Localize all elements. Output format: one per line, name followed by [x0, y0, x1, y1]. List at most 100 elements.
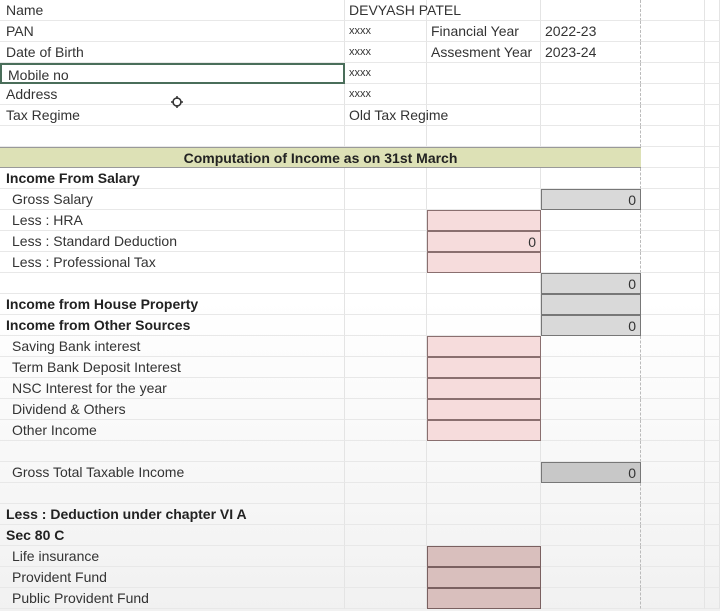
cell[interactable]	[641, 357, 705, 378]
cell[interactable]	[641, 147, 705, 168]
cell[interactable]	[641, 504, 705, 525]
input-cell[interactable]	[427, 546, 541, 567]
cell[interactable]	[427, 294, 541, 315]
cell-d-0[interactable]: 0	[541, 189, 641, 210]
cell-b-xxxx[interactable]: xxxx	[345, 21, 427, 42]
cell[interactable]	[427, 315, 541, 336]
cell[interactable]	[427, 168, 541, 189]
cell[interactable]	[0, 273, 345, 294]
cell-b-devyash-patel[interactable]: DEVYASH PATEL	[345, 0, 461, 21]
cell[interactable]	[541, 84, 641, 105]
cell[interactable]	[705, 252, 720, 273]
cell-a-dividend-others[interactable]: Dividend & Others	[0, 399, 345, 420]
cell[interactable]	[705, 21, 720, 42]
cell-b-xxxx[interactable]: xxxx	[345, 84, 427, 105]
cell[interactable]	[641, 273, 705, 294]
cell[interactable]	[641, 63, 705, 84]
cell[interactable]	[641, 378, 705, 399]
cell[interactable]	[705, 483, 720, 504]
input-cell[interactable]	[427, 378, 541, 399]
cell-d-2023-24[interactable]: 2023-24	[541, 42, 641, 63]
cell[interactable]	[705, 378, 720, 399]
cell[interactable]	[541, 231, 641, 252]
cell-d-0[interactable]: 0	[541, 315, 641, 336]
cell[interactable]	[641, 84, 705, 105]
cell[interactable]	[705, 525, 720, 546]
cell[interactable]	[641, 252, 705, 273]
cell[interactable]	[705, 126, 720, 147]
cell-a-term-bank-deposit-interest[interactable]: Term Bank Deposit Interest	[0, 357, 345, 378]
cell[interactable]	[541, 126, 641, 147]
input-cell[interactable]	[427, 588, 541, 609]
cell[interactable]	[641, 231, 705, 252]
cell[interactable]	[427, 63, 541, 84]
cell-d-0[interactable]: 0	[541, 273, 641, 294]
cell[interactable]	[427, 441, 541, 462]
cell[interactable]	[705, 294, 720, 315]
cell[interactable]	[541, 210, 641, 231]
cell-c-financial-year[interactable]: Financial Year	[427, 21, 541, 42]
section-banner[interactable]: Computation of Income as on 31st March	[0, 147, 641, 168]
cell-a-less-hra[interactable]: Less : HRA	[0, 210, 345, 231]
cell[interactable]	[641, 546, 705, 567]
cell-b-old-tax-regime[interactable]: Old Tax Regime	[345, 105, 448, 126]
cell-a-other-income[interactable]: Other Income	[0, 420, 345, 441]
cell[interactable]	[705, 399, 720, 420]
cell[interactable]	[705, 462, 720, 483]
cell[interactable]	[641, 567, 705, 588]
cell[interactable]	[345, 210, 427, 231]
cell[interactable]	[541, 504, 641, 525]
cell[interactable]	[345, 168, 427, 189]
cell-a-gross-salary[interactable]: Gross Salary	[0, 189, 345, 210]
cell[interactable]	[641, 399, 705, 420]
cell[interactable]	[345, 252, 427, 273]
cell[interactable]	[345, 504, 427, 525]
cell[interactable]	[641, 588, 705, 609]
cell[interactable]	[427, 189, 541, 210]
cell-a-provident-fund[interactable]: Provident Fund	[0, 567, 345, 588]
cell[interactable]	[345, 420, 427, 441]
cell[interactable]	[705, 273, 720, 294]
cell[interactable]	[705, 336, 720, 357]
cell-b-xxxx[interactable]: xxxx	[345, 63, 427, 84]
cell[interactable]	[345, 399, 427, 420]
cell[interactable]	[705, 546, 720, 567]
cell[interactable]	[705, 189, 720, 210]
cell[interactable]	[427, 273, 541, 294]
cell[interactable]	[345, 462, 427, 483]
cell-a-saving-bank-interest[interactable]: Saving Bank interest	[0, 336, 345, 357]
cell-a-less-professional-tax[interactable]: Less : Professional Tax	[0, 252, 345, 273]
cell[interactable]	[427, 105, 541, 126]
input-cell[interactable]	[427, 420, 541, 441]
cell[interactable]	[541, 567, 641, 588]
cell[interactable]	[705, 168, 720, 189]
cell[interactable]	[541, 0, 641, 21]
cell[interactable]	[705, 357, 720, 378]
cell-d-0[interactable]: 0	[541, 462, 641, 483]
cell[interactable]	[345, 336, 427, 357]
cell[interactable]	[641, 525, 705, 546]
cell[interactable]	[541, 483, 641, 504]
cell[interactable]	[705, 0, 720, 21]
cell[interactable]	[427, 504, 541, 525]
cell[interactable]	[541, 105, 641, 126]
cell[interactable]	[427, 84, 541, 105]
cell[interactable]	[705, 147, 720, 168]
cell-a-less-deduction-under-chapter-vi-a[interactable]: Less : Deduction under chapter VI A	[0, 504, 345, 525]
cell-d-2022-23[interactable]: 2022-23	[541, 21, 641, 42]
cell[interactable]	[427, 0, 541, 21]
input-cell[interactable]	[541, 294, 641, 315]
cell-a-name[interactable]: Name	[0, 0, 345, 21]
cell[interactable]	[641, 189, 705, 210]
cell[interactable]	[345, 567, 427, 588]
cell[interactable]	[541, 546, 641, 567]
cell[interactable]	[705, 588, 720, 609]
cell-c-assesment-year[interactable]: Assesment Year	[427, 42, 541, 63]
cell[interactable]	[427, 525, 541, 546]
cell[interactable]	[705, 210, 720, 231]
cell[interactable]	[641, 315, 705, 336]
cell-a-nsc-interest-for-the-year[interactable]: NSC Interest for the year	[0, 378, 345, 399]
cell[interactable]	[345, 273, 427, 294]
cell[interactable]	[345, 378, 427, 399]
cell[interactable]	[641, 210, 705, 231]
